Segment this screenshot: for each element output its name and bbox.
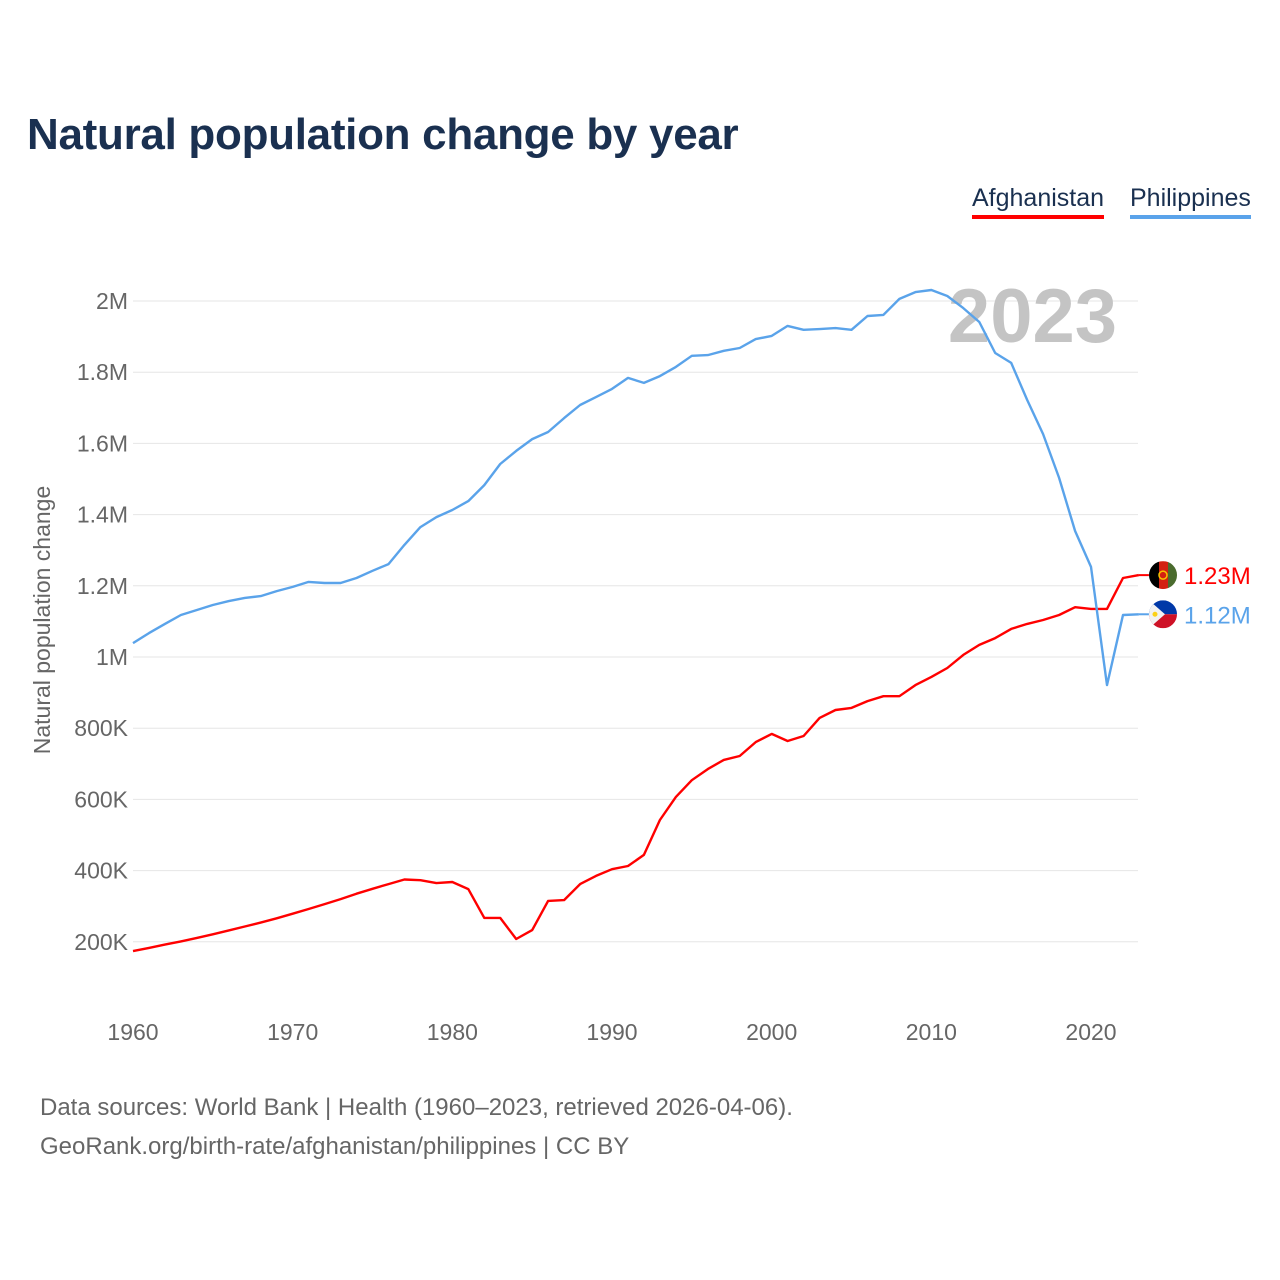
source-note: Data sources: World Bank | Health (1960–… (40, 1088, 793, 1166)
y-tick-label: 1.2M (77, 573, 128, 599)
philippines-flag-icon (1149, 600, 1177, 629)
source-line-1: Data sources: World Bank | Health (1960–… (40, 1094, 793, 1121)
end-value-label: 1.12M (1184, 602, 1251, 629)
y-tick-label: 400K (74, 858, 128, 884)
x-tick-label: 2010 (906, 1019, 957, 1045)
end-value-label: 1.23M (1184, 563, 1251, 590)
y-tick-label: 800K (74, 715, 128, 741)
legend-afghanistan[interactable]: Afghanistan (972, 184, 1105, 219)
year-watermark: 2023 (948, 274, 1117, 359)
y-tick-label: 2M (96, 288, 128, 314)
y-tick-label: 1.4M (77, 502, 128, 528)
x-tick-label: 2000 (746, 1019, 797, 1045)
source-line-2[interactable]: GeoRank.org/birth-rate/afghanistan/phili… (40, 1133, 630, 1160)
y-axis-label: Natural population change (29, 486, 55, 755)
x-tick-label: 1960 (107, 1019, 158, 1045)
y-tick-label: 1.6M (77, 430, 128, 456)
y-tick-label: 600K (74, 786, 128, 812)
y-tick-label: 200K (74, 929, 128, 955)
series-line-philippines (132, 288, 1139, 687)
x-tick-label: 2020 (1065, 1019, 1116, 1045)
x-tick-label: 1990 (586, 1019, 637, 1045)
afghanistan-flag-icon (1149, 561, 1177, 590)
y-tick-label: 1.8M (77, 359, 128, 385)
x-tick-label: 1980 (427, 1019, 478, 1045)
chart-title: Natural population change by year (27, 110, 739, 159)
series-line-afghanistan (132, 573, 1140, 953)
legend-philippines[interactable]: Philippines (1130, 184, 1251, 219)
y-tick-label: 1M (96, 644, 128, 670)
x-tick-label: 1970 (267, 1019, 318, 1045)
